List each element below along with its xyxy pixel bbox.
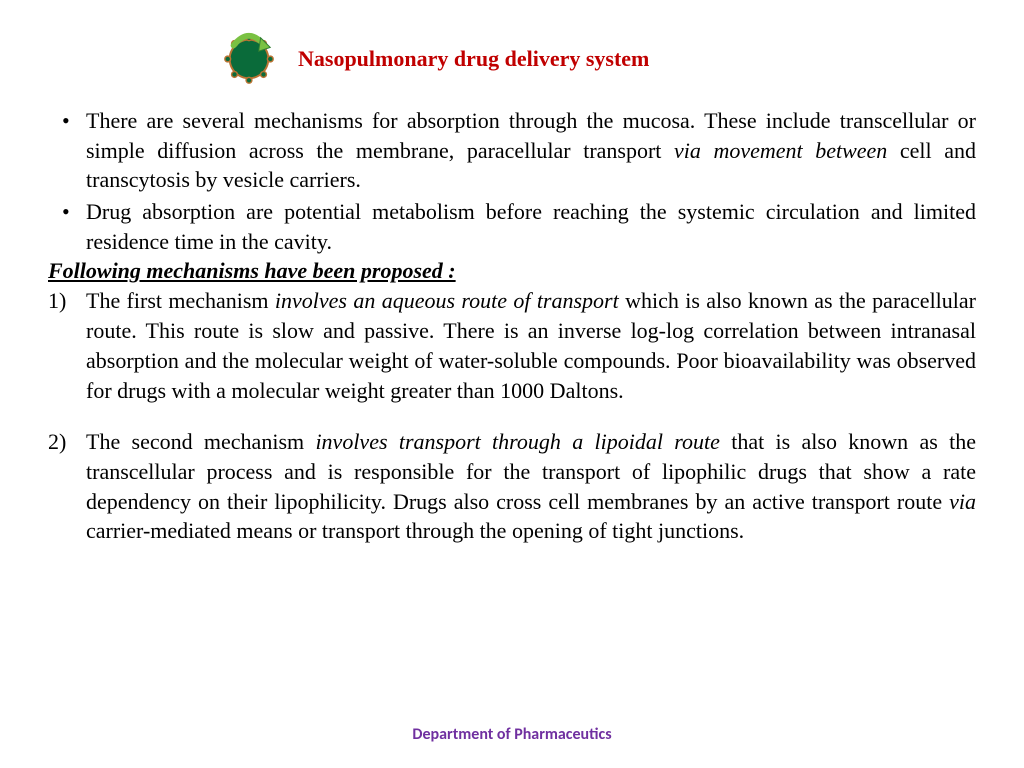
- slide-content: There are several mechanisms for absorpt…: [0, 98, 1024, 546]
- numbered-item: 1) The first mechanism involves an aqueo…: [48, 286, 976, 405]
- numbered-list: 1) The first mechanism involves an aqueo…: [48, 286, 976, 546]
- item-text-pre: The first mechanism: [86, 288, 275, 313]
- bullet-item: There are several mechanisms for absorpt…: [48, 106, 976, 195]
- slide-header: Nasopulmonary drug delivery system: [0, 0, 1024, 98]
- slide-title: Nasopulmonary drug delivery system: [298, 46, 649, 72]
- bullet-list: There are several mechanisms for absorpt…: [48, 106, 976, 256]
- item-number: 2): [48, 427, 78, 457]
- item-text-post: carrier-mediated means or transport thro…: [86, 518, 744, 543]
- item-number: 1): [48, 286, 78, 316]
- bullet-text-italic: via movement between: [674, 138, 887, 163]
- item-text-pre: The second mechanism: [86, 429, 315, 454]
- numbered-item: 2) The second mechanism involves transpo…: [48, 427, 976, 546]
- bullet-item: Drug absorption are potential metabolism…: [48, 197, 976, 256]
- item-text-italic2: via: [949, 489, 976, 514]
- subheading: Following mechanisms have been proposed …: [48, 258, 976, 284]
- footer-text: Department of Pharmaceutics: [0, 725, 1024, 744]
- logo-icon: [220, 30, 278, 88]
- bullet-text-pre: Drug absorption are potential metabolism…: [86, 199, 976, 254]
- item-text-italic: involves an aqueous route of transport: [275, 288, 619, 313]
- item-text-italic: involves transport through a lipoidal ro…: [315, 429, 719, 454]
